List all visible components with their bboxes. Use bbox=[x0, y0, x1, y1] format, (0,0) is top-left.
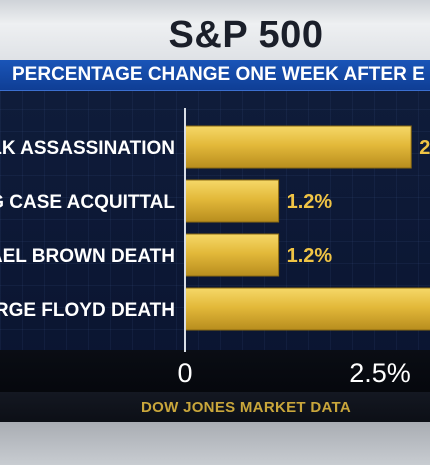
bar-1 bbox=[184, 125, 412, 169]
x-tick-label-2: 2.5% bbox=[349, 358, 411, 388]
axis-band bbox=[0, 350, 430, 398]
title-banner: S&P 500 bbox=[0, 0, 430, 60]
value-label-1: 2.9 bbox=[419, 137, 430, 159]
category-label-4: RGE FLOYD DEATH bbox=[0, 300, 175, 321]
subtitle-banner: PERCENTAGE CHANGE ONE WEEK AFTER E bbox=[0, 60, 430, 91]
bar-4 bbox=[184, 287, 430, 331]
chart-subtitle: PERCENTAGE CHANGE ONE WEEK AFTER E bbox=[12, 64, 425, 85]
footer-band bbox=[0, 422, 430, 465]
x-tick-label-1: 0 bbox=[177, 358, 192, 388]
bar-2 bbox=[184, 179, 280, 223]
source-label: DOW JONES MARKET DATA bbox=[141, 399, 351, 416]
category-label-3: AEL BROWN DEATH bbox=[0, 246, 175, 267]
value-label-2: 1.2% bbox=[287, 191, 333, 213]
chart-title: S&P 500 bbox=[168, 14, 324, 56]
category-label-1: LK ASSASSINATION bbox=[0, 138, 175, 159]
source-banner bbox=[0, 392, 430, 422]
value-label-3: 1.2% bbox=[287, 245, 333, 267]
bar-3 bbox=[184, 233, 280, 277]
category-label-2: G CASE ACQUITTAL bbox=[0, 192, 175, 213]
